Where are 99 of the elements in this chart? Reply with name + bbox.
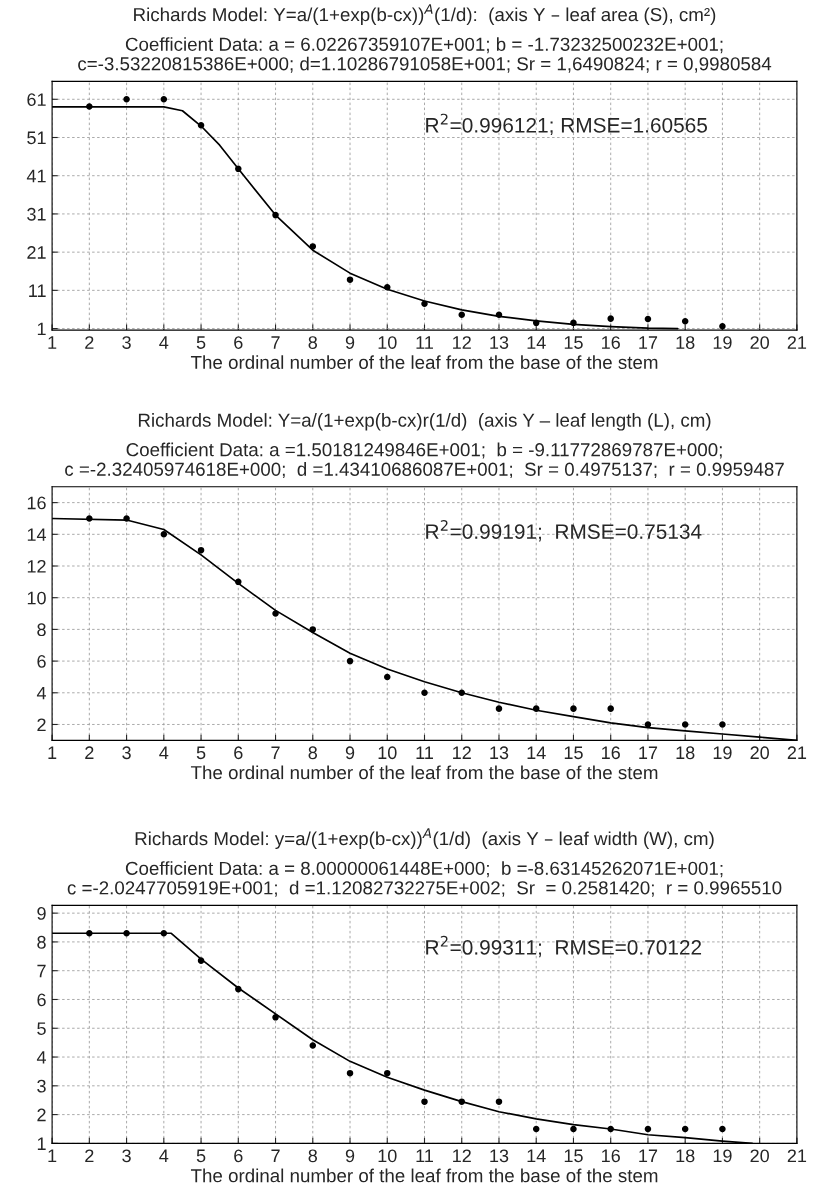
x-tick-label: 15 (564, 336, 583, 349)
x-tick-label: 11 (416, 746, 433, 759)
x-tick-label: 6 (234, 336, 243, 349)
x-tick-label: 15 (564, 746, 583, 760)
y-tick-label: 5 (37, 1022, 46, 1035)
chart-title: Richards Model: Y=a/(1+exp(b-cx)r(1/d) (axis Y – leaf length (L), cm) (138, 413, 711, 431)
chart-title: Richards Model: Y=a/(1+exp(b-cx))$^{A}$(1/d): (axis Y – leaf area (S), cm²) (134, 4, 716, 25)
x-tick-label: 21 (787, 746, 807, 759)
y-tick-label: 2 (37, 718, 46, 732)
annotation: R$^{2}$=0.996121; RMSE=1.60565 (426, 113, 708, 136)
x-tick-label: 3 (122, 746, 131, 760)
x-tick-label: 19 (713, 1149, 732, 1163)
x-tick-label: 10 (378, 1149, 397, 1163)
y-tick-label: 51 (27, 131, 46, 145)
y-tick-label: 4 (36, 686, 47, 700)
y-tick-label: 8 (37, 935, 46, 949)
x-tick-label: 1 (48, 746, 57, 759)
x-tick-label: 13 (490, 746, 509, 760)
x-tick-label: 20 (750, 1149, 769, 1163)
annotation: R$^{2}$=0.99191; RMSE=0.75134 (426, 519, 702, 542)
x-tick-label: 12 (453, 336, 471, 349)
x-axis-title: The ordinal number of the leaf from the base of the stem (190, 765, 658, 780)
annotation: R$^{2}$=0.99311; RMSE=0.70122 (426, 935, 702, 958)
x-tick-label: 11 (416, 336, 433, 349)
x-tick-label: 16 (602, 1149, 620, 1163)
x-tick-label: 6 (234, 1149, 243, 1163)
y-tick-label: 8 (37, 623, 46, 637)
x-tick-label: 10 (378, 746, 397, 760)
y-tick-label: 12 (27, 559, 46, 573)
x-tick-label: 6 (234, 746, 243, 760)
y-tick-label: 61 (27, 93, 46, 107)
x-tick-label: 7 (271, 746, 280, 759)
x-tick-label: 16 (602, 746, 620, 760)
x-tick-label: 20 (750, 746, 769, 760)
chart-subtitle: Coefficient Data: a = 6.02267359107E+001; b = -1.73232500232E+001; c=-3.53220815386E+000; d=1.10286791058E+001; Sr = 1,6490824; r = 0,9980584 (78, 37, 772, 73)
x-tick-label: 17 (639, 336, 658, 349)
x-tick-label: 11 (416, 1149, 433, 1163)
x-tick-label: 18 (676, 336, 695, 349)
y-tick-label: 10 (27, 591, 46, 605)
x-tick-label: 2 (85, 336, 94, 349)
x-tick-label: 2 (85, 1149, 94, 1163)
x-tick-label: 20 (750, 336, 769, 349)
x-tick-label: 18 (676, 746, 695, 760)
x-tick-label: 9 (345, 746, 355, 760)
x-tick-label: 17 (639, 746, 658, 759)
x-tick-label: 13 (490, 1149, 509, 1163)
x-tick-label: 21 (787, 1149, 807, 1163)
x-tick-label: 8 (308, 746, 318, 760)
x-tick-label: 9 (345, 336, 355, 349)
chart-title: Richards Model: y=a/(1+exp(b-cx))$^{A}$(1/d) (axis Y – leaf width (W), cm) (135, 828, 714, 849)
x-tick-label: 5 (196, 1149, 206, 1163)
y-tick-label: 6 (37, 655, 46, 668)
y-tick-label: 2 (37, 1108, 46, 1122)
y-tick-label: 41 (26, 169, 46, 183)
x-tick-label: 19 (713, 746, 732, 760)
x-tick-label: 18 (676, 1149, 695, 1163)
y-tick-label: 3 (37, 1079, 46, 1093)
chart-subtitle: Coefficient Data: a = 8.00000061448E+000; b =-8.63145262071E+001; c =-2.0247705919E+001; d =1.12082732275E+002; Sr = 0.2581420; r = 0.9965510 (67, 861, 782, 897)
x-tick-label: 5 (196, 746, 206, 760)
x-tick-label: 19 (713, 336, 732, 349)
y-tick-label: 11 (29, 284, 46, 297)
y-tick-label: 7 (37, 964, 46, 978)
x-tick-label: 3 (122, 1149, 131, 1163)
x-tick-label: 3 (122, 336, 131, 349)
x-tick-label: 14 (527, 336, 546, 349)
x-tick-label: 13 (490, 336, 509, 349)
y-tick-label: 14 (27, 528, 47, 541)
x-tick-label: 15 (564, 1149, 583, 1163)
x-axis-title: The ordinal number of the leaf from the base of the stem (190, 1168, 658, 1183)
x-tick-label: 14 (527, 1149, 546, 1163)
x-tick-label: 7 (271, 1149, 280, 1163)
x-tick-label: 4 (159, 1149, 169, 1163)
y-tick-label: 16 (27, 496, 46, 510)
x-tick-label: 4 (159, 746, 169, 759)
x-tick-label: 8 (308, 336, 318, 349)
x-tick-label: 16 (602, 336, 620, 349)
chart-subtitle: Coefficient Data: a =1.50181249846E+001; b = -9.11772869787E+000; c =-2.32405974618E+000; d =1.43410686087E+001; Sr = 0.4975137; r = 0.9959487 (65, 442, 784, 479)
x-tick-label: 2 (85, 746, 94, 759)
y-tick-label: 21 (27, 246, 46, 259)
y-tick-label: 6 (37, 993, 46, 1007)
x-tick-label: 12 (453, 1149, 471, 1163)
y-tick-label: 4 (36, 1051, 47, 1064)
x-tick-label: 4 (159, 336, 169, 349)
x-tick-label: 9 (345, 1149, 355, 1163)
x-tick-label: 7 (271, 336, 280, 349)
x-tick-label: 1 (48, 336, 57, 349)
y-tick-label: 9 (37, 907, 46, 920)
x-tick-label: 8 (308, 1149, 318, 1163)
y-tick-label: 31 (27, 207, 46, 221)
x-tick-label: 12 (453, 746, 471, 759)
y-tick-label: 1 (37, 1137, 46, 1150)
x-tick-label: 5 (196, 336, 206, 349)
x-axis-title: The ordinal number of the leaf from the base of the stem (190, 355, 658, 370)
x-tick-label: 1 (48, 1149, 57, 1163)
x-tick-label: 17 (639, 1149, 658, 1163)
x-tick-label: 21 (787, 336, 807, 349)
x-tick-label: 14 (527, 746, 546, 759)
x-tick-label: 10 (378, 336, 397, 349)
y-tick-label: 1 (37, 322, 46, 336)
